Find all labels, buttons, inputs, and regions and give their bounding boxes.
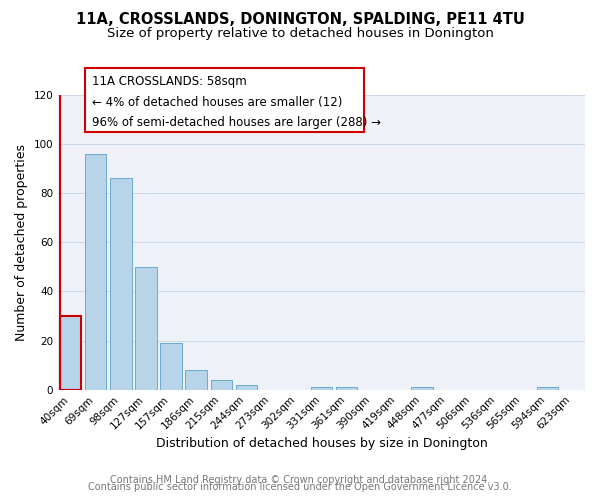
Bar [60, 316, 82, 390]
Bar [160, 343, 182, 390]
Bar [136, 267, 157, 390]
Y-axis label: Number of detached properties: Number of detached properties [15, 144, 28, 340]
Bar [185, 370, 207, 390]
Bar [236, 385, 257, 390]
Bar [411, 388, 433, 390]
Bar [336, 388, 358, 390]
Bar [537, 388, 558, 390]
Bar [85, 154, 106, 390]
Bar [311, 388, 332, 390]
Text: 96% of semi-detached houses are larger (288) →: 96% of semi-detached houses are larger (… [92, 116, 382, 128]
Text: 11A CROSSLANDS: 58sqm: 11A CROSSLANDS: 58sqm [92, 76, 247, 88]
Text: Contains public sector information licensed under the Open Government Licence v3: Contains public sector information licen… [88, 482, 512, 492]
Bar [110, 178, 131, 390]
Bar [211, 380, 232, 390]
X-axis label: Distribution of detached houses by size in Donington: Distribution of detached houses by size … [156, 437, 487, 450]
Text: ← 4% of detached houses are smaller (12): ← 4% of detached houses are smaller (12) [92, 96, 343, 108]
FancyBboxPatch shape [85, 68, 364, 132]
Text: 11A, CROSSLANDS, DONINGTON, SPALDING, PE11 4TU: 11A, CROSSLANDS, DONINGTON, SPALDING, PE… [76, 12, 524, 28]
Text: Size of property relative to detached houses in Donington: Size of property relative to detached ho… [107, 28, 493, 40]
Text: Contains HM Land Registry data © Crown copyright and database right 2024.: Contains HM Land Registry data © Crown c… [110, 475, 490, 485]
